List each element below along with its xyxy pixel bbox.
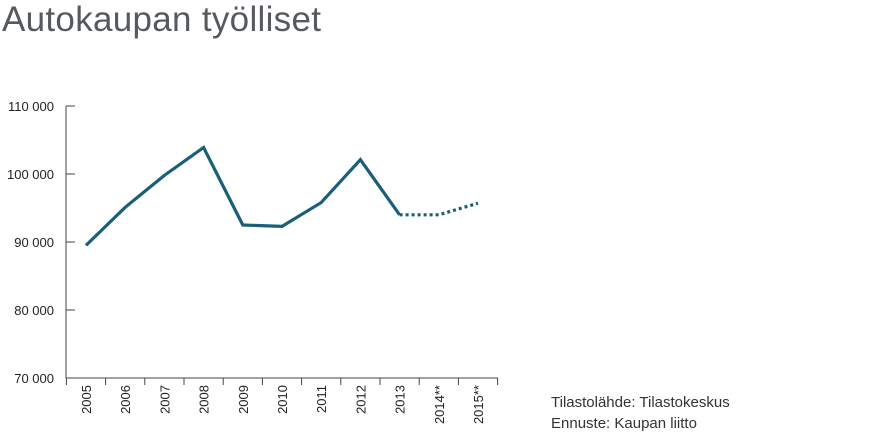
- y-tick-label: 110 000: [8, 99, 54, 114]
- series-lines: [84, 145, 479, 247]
- y-tick-label: 70 000: [14, 371, 54, 386]
- x-tick-label: 2009: [236, 385, 251, 414]
- x-tick-label: 2014**: [432, 385, 447, 424]
- y-tick-label: 100 000: [7, 167, 54, 182]
- x-tick-label: 2005: [79, 385, 94, 414]
- x-tick-label: 2007: [157, 385, 172, 414]
- x-tick-label: 2012: [353, 385, 368, 414]
- x-tick-label: 2013: [393, 385, 408, 414]
- x-tick-label: 2011: [314, 385, 329, 413]
- x-tick-label: 2006: [118, 385, 133, 414]
- x-axis: 2005 2006 2007 2008 2009 2010 2011 2012 2013 2014…: [65, 377, 499, 424]
- source-statistics: Tilastolähde: Tilastokeskus: [551, 394, 730, 411]
- y-axis: 70 000 80 000 90 000 100 000 110 000: [7, 99, 75, 386]
- y-tick-label: 80 000: [14, 303, 54, 318]
- source-forecast: Ennuste: Kaupan liitto: [551, 415, 697, 432]
- x-tick-label: 2010: [275, 385, 290, 414]
- x-tick-label: 2015**: [471, 385, 486, 424]
- series-line-forecast: [399, 201, 479, 217]
- source-note: Tilastolähde: Tilastokeskus Ennuste: Kau…: [551, 392, 730, 434]
- chart-title: Autokaupan työlliset: [2, 0, 322, 39]
- series-line-actual: [84, 145, 401, 247]
- y-tick-label: 90 000: [14, 235, 54, 250]
- x-tick-label: 2008: [197, 385, 212, 414]
